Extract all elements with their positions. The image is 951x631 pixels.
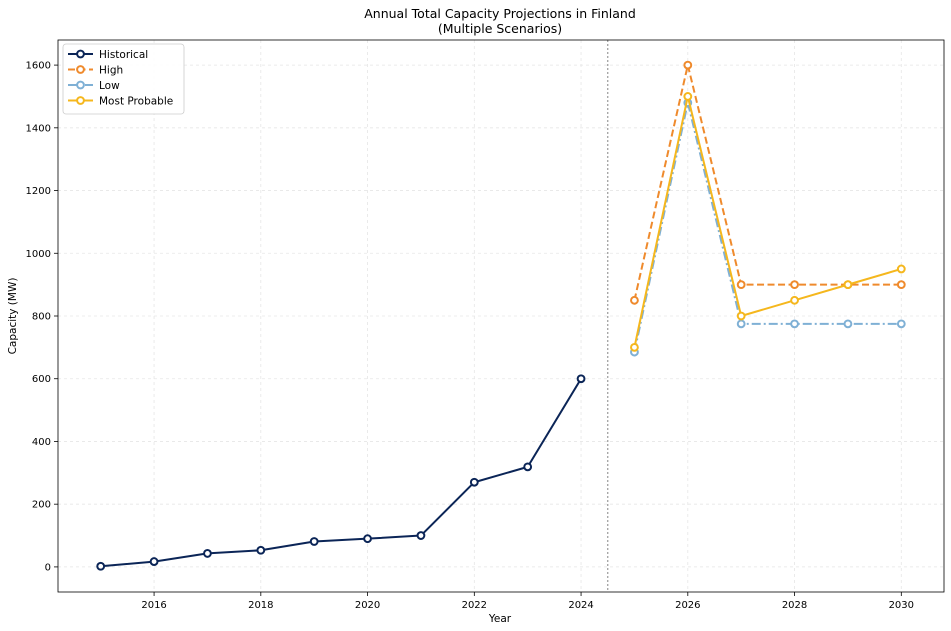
data-point bbox=[896, 319, 906, 329]
chart-subtitle: (Multiple Scenarios) bbox=[438, 21, 562, 36]
legend-swatch-marker bbox=[76, 65, 85, 74]
data-point bbox=[523, 462, 533, 472]
legend-item: High bbox=[68, 64, 123, 76]
data-point bbox=[790, 280, 799, 290]
data-point bbox=[736, 280, 746, 290]
legend-swatch-marker bbox=[76, 96, 85, 105]
series-historical bbox=[96, 374, 586, 571]
x-tick-label: 2020 bbox=[355, 600, 380, 611]
legend-label: Most Probable bbox=[99, 95, 173, 107]
legend-label: Historical bbox=[99, 49, 148, 61]
series-line bbox=[633, 101, 902, 353]
series-line bbox=[100, 378, 582, 568]
data-point bbox=[683, 60, 693, 70]
x-axis-label: Year bbox=[488, 613, 512, 625]
y-tick-label: 1400 bbox=[26, 123, 51, 134]
x-tick-label: 2018 bbox=[248, 600, 273, 611]
legend-item: Low bbox=[68, 80, 120, 92]
data-point bbox=[96, 561, 106, 571]
x-tick-label: 2030 bbox=[889, 600, 914, 611]
x-tick-label: 2022 bbox=[462, 600, 487, 611]
y-tick-label: 0 bbox=[45, 562, 51, 573]
series-line bbox=[633, 95, 902, 348]
data-point bbox=[896, 264, 906, 274]
series-most-probable bbox=[630, 92, 906, 352]
data-point bbox=[416, 531, 426, 540]
series-high bbox=[630, 60, 906, 305]
legend-item: Historical bbox=[68, 49, 148, 61]
series-low bbox=[630, 98, 906, 357]
legend: Historical High Low Most Probable bbox=[62, 43, 185, 115]
y-tick-label: 400 bbox=[32, 437, 51, 448]
grid bbox=[58, 40, 944, 592]
legend-swatch-marker bbox=[76, 80, 85, 90]
y-tick-label: 200 bbox=[32, 500, 51, 511]
x-axis: 2016 2018 2020 2022 2024 2026 2028 2030 bbox=[141, 592, 914, 611]
data-point bbox=[630, 295, 639, 305]
data-point bbox=[683, 92, 693, 101]
legend-label: Low bbox=[99, 80, 120, 92]
data-point bbox=[736, 319, 746, 329]
data-point bbox=[843, 319, 853, 329]
y-tick-label: 1600 bbox=[26, 61, 51, 72]
data-point bbox=[790, 295, 799, 305]
y-tick-label: 1000 bbox=[26, 249, 51, 260]
data-point bbox=[736, 311, 746, 321]
y-tick-label: 800 bbox=[32, 312, 51, 323]
data-point bbox=[843, 280, 853, 290]
y-tick-label: 600 bbox=[32, 374, 51, 385]
data-point bbox=[576, 374, 586, 384]
data-point bbox=[256, 545, 266, 555]
legend-swatch-marker bbox=[76, 49, 85, 59]
data-point bbox=[896, 280, 906, 290]
x-tick-label: 2016 bbox=[141, 600, 166, 611]
legend-label: High bbox=[99, 64, 123, 76]
data-point bbox=[149, 557, 159, 566]
data-point bbox=[630, 342, 639, 352]
data-point bbox=[469, 477, 479, 487]
y-axis: 0 200 400 600 800 1000 1200 1400 1600 bbox=[26, 61, 58, 573]
x-tick-label: 2024 bbox=[568, 600, 593, 611]
data-point bbox=[309, 537, 319, 546]
series-line bbox=[633, 64, 902, 301]
x-tick-label: 2028 bbox=[782, 600, 807, 611]
data-point bbox=[363, 534, 372, 544]
y-axis-label: Capacity (MW) bbox=[7, 278, 19, 355]
legend-box bbox=[62, 43, 185, 115]
data-point bbox=[790, 319, 799, 329]
chart-title: Annual Total Capacity Projections in Fin… bbox=[364, 6, 636, 21]
x-tick-label: 2026 bbox=[675, 600, 700, 611]
data-point bbox=[203, 549, 212, 558]
series-group bbox=[96, 60, 906, 571]
y-tick-label: 1200 bbox=[26, 186, 51, 197]
legend-item: Most Probable bbox=[68, 95, 173, 107]
